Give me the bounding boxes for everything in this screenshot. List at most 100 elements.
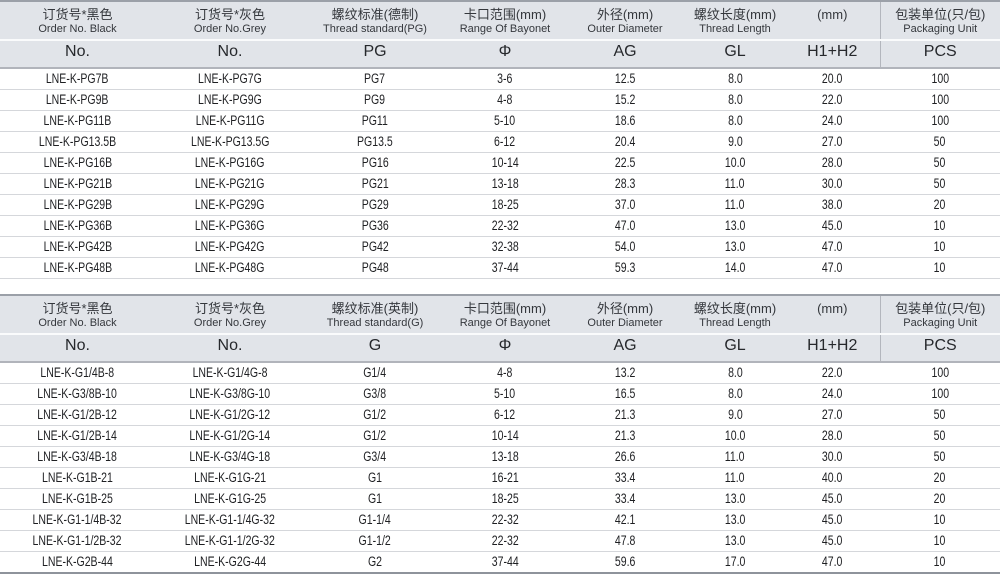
cell-packaging-unit: 50 — [880, 152, 1000, 174]
cell-thread-length: 11.0 — [685, 446, 785, 468]
table-row: LNE-K-PG21B LNE-K-PG21G PG21 13-18 28.3 11.0 3… — [0, 173, 1000, 195]
cell-value: LNE-K-PG29G — [195, 197, 265, 212]
column-code-packaging-unit: PCS — [879, 334, 1000, 363]
cell-value: LNE-K-G2B-44 — [42, 554, 113, 569]
cell-value: LNE-K-PG11B — [43, 113, 112, 128]
cell-thread-length: 17.0 — [685, 551, 785, 574]
cell-h1-h2: 24.0 — [785, 383, 880, 405]
cell-value: 10 — [934, 218, 946, 233]
header-label-row: 订货号*黑色 Order No. Black 订货号*灰色 Order No.Grey… — [0, 1, 1000, 41]
cell-thread-standard: G2 — [305, 551, 445, 574]
cell-value: 18.6 — [614, 113, 636, 128]
cell-value: LNE-K-G1/2B-12 — [37, 407, 118, 422]
cell-packaging-unit: 50 — [880, 404, 1000, 426]
cell-thread-standard: G1/2 — [305, 425, 445, 447]
cell-value: 59.3 — [614, 260, 636, 275]
cell-bayonet-range: 37-44 — [445, 257, 565, 279]
cell-value: 17.0 — [724, 554, 746, 569]
cell-bayonet-range: 32-38 — [445, 236, 565, 258]
cell-value: LNE-K-G1-1/2G-32 — [184, 533, 276, 548]
cell-value: 21.3 — [614, 428, 636, 443]
cell-value: 47.0 — [822, 260, 843, 275]
cell-value: 30.0 — [822, 176, 843, 191]
cell-order-no-grey: LNE-K-G3/4G-18 — [155, 446, 305, 468]
column-label-cn: 螺纹标准(英制) — [331, 301, 419, 316]
cell-bayonet-range: 6-12 — [445, 404, 565, 426]
cell-h1-h2: 27.0 — [785, 131, 880, 153]
cell-outer-diameter: 21.3 — [565, 404, 685, 426]
cell-thread-length: 13.0 — [685, 488, 785, 510]
cell-value: LNE-K-G1/4B-8 — [40, 365, 115, 380]
table-row: LNE-K-G3/4B-18 LNE-K-G3/4G-18 G3/4 13-18 26.… — [0, 446, 1000, 468]
cell-value: LNE-K-PG7G — [198, 71, 262, 86]
cell-thread-standard: G1-1/4 — [305, 509, 445, 531]
cell-value: LNE-K-PG13.5G — [190, 134, 270, 149]
cell-value: G1-1/4 — [358, 512, 392, 527]
cell-value: LNE-K-PG13.5B — [38, 134, 117, 149]
cell-thread-standard: G1/2 — [305, 404, 445, 426]
cell-thread-length: 9.0 — [685, 131, 785, 153]
column-code-thread-length: GL — [685, 40, 785, 69]
cell-thread-length: 14.0 — [685, 257, 785, 279]
column-label-en: Order No. Black — [38, 23, 117, 35]
cell-value: 37.0 — [614, 197, 636, 212]
cell-bayonet-range: 5-10 — [445, 110, 565, 132]
column-code-order-no-grey: No. — [155, 334, 305, 363]
cell-value: 22-32 — [491, 533, 519, 548]
cell-value: 18-25 — [491, 491, 519, 506]
cell-outer-diameter: 47.0 — [565, 215, 685, 237]
cell-bayonet-range: 37-44 — [445, 551, 565, 574]
cell-thread-length: 8.0 — [685, 383, 785, 405]
cell-order-no-black: LNE-K-PG9B — [0, 89, 155, 111]
cell-value: 100 — [931, 113, 949, 128]
cell-outer-diameter: 28.3 — [565, 173, 685, 195]
cell-h1-h2: 47.0 — [785, 257, 880, 279]
cell-thread-standard: G1 — [305, 467, 445, 489]
column-label-en: Thread Length — [699, 23, 771, 35]
cell-h1-h2: 30.0 — [785, 173, 880, 195]
cell-value: 13.0 — [724, 533, 746, 548]
column-label-en: Range Of Bayonet — [459, 23, 551, 35]
cell-value: 13.0 — [724, 218, 746, 233]
cell-h1-h2: 40.0 — [785, 467, 880, 489]
cell-bayonet-range: 4-8 — [445, 89, 565, 111]
cell-value: 26.6 — [614, 449, 636, 464]
cell-value: LNE-K-G1B-21 — [42, 470, 113, 485]
table-row: LNE-K-PG48B LNE-K-PG48G PG48 37-44 59.3 14.0 4… — [0, 257, 1000, 279]
column-code-thread-standard: PG — [305, 40, 445, 69]
cell-value: 3-6 — [497, 71, 513, 86]
g-thread-table: 订货号*黑色 Order No. Black 订货号*灰色 Order No.Grey… — [0, 294, 1000, 574]
cell-value: PG16 — [361, 155, 389, 170]
cell-value: G3/4 — [363, 449, 387, 464]
cell-value: 45.0 — [822, 512, 843, 527]
cell-h1-h2: 20.0 — [785, 68, 880, 90]
column-label-en: Outer Diameter — [587, 317, 663, 329]
cell-packaging-unit: 100 — [880, 362, 1000, 384]
cell-order-no-black: LNE-K-G2B-44 — [0, 551, 155, 574]
cell-value: 4-8 — [497, 365, 513, 380]
cell-bayonet-range: 3-6 — [445, 68, 565, 90]
cell-order-no-black: LNE-K-PG48B — [0, 257, 155, 279]
table-row: LNE-K-PG9B LNE-K-PG9G PG9 4-8 15.2 8.0 22.0 100 — [0, 89, 1000, 111]
cell-value: 13.2 — [614, 365, 636, 380]
cell-order-no-grey: LNE-K-G2G-44 — [155, 551, 305, 574]
table-row: LNE-K-G2B-44 LNE-K-G2G-44 G2 37-44 59.6 17.0 4… — [0, 551, 1000, 574]
cell-value: PG11 — [361, 113, 389, 128]
cell-order-no-grey: LNE-K-G1-1/2G-32 — [155, 530, 305, 552]
cell-value: 45.0 — [822, 491, 843, 506]
cell-value: 40.0 — [822, 470, 843, 485]
column-header-order-no-black: 订货号*黑色 Order No. Black — [0, 295, 155, 335]
cell-value: LNE-K-PG11G — [195, 113, 265, 128]
cell-order-no-grey: LNE-K-G1G-21 — [155, 467, 305, 489]
column-header-packaging-unit: 包装单位(只/包) Packaging Unit — [879, 295, 1000, 335]
table-row: LNE-K-G1/2B-14 LNE-K-G1/2G-14 G1/2 10-14 21.… — [0, 425, 1000, 447]
cell-value: 42.1 — [614, 512, 636, 527]
cell-value: 50 — [934, 428, 946, 443]
column-header-thread-standard: 螺纹标准(英制) Thread standard(G) — [305, 295, 445, 335]
cell-thread-length: 13.0 — [685, 530, 785, 552]
table-row: LNE-K-PG36B LNE-K-PG36G PG36 22-32 47.0 13.0 4… — [0, 215, 1000, 237]
column-label-en — [787, 317, 878, 330]
column-label-en: Order No.Grey — [193, 317, 267, 329]
column-header-bayonet-range: 卡口范围(mm) Range Of Bayonet — [445, 295, 565, 335]
cell-value: LNE-K-G1/2B-14 — [37, 428, 118, 443]
